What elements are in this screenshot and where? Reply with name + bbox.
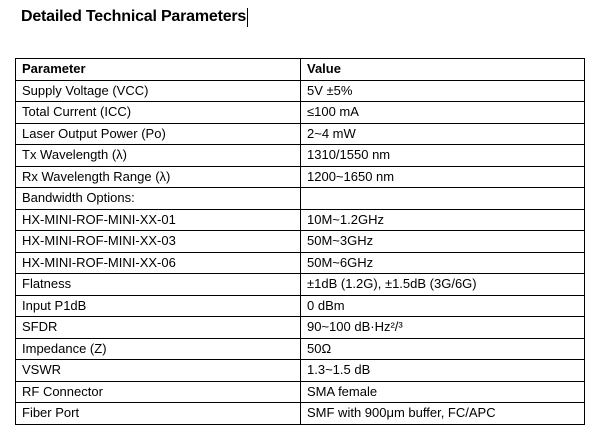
parameter-cell: Supply Voltage (VCC) — [15, 79, 301, 102]
value-cell: 10M~1.2GHz — [300, 208, 585, 231]
table-row: Flatness ±1dB (1.2G), ±1.5dB (3G/6G) — [15, 273, 585, 296]
parameter-cell: HX-MINI-ROF-MINI-XX-06 — [15, 251, 301, 274]
table-row: HX-MINI-ROF-MINI-XX-01 10M~1.2GHz — [15, 208, 585, 231]
parameter-cell: SFDR — [15, 316, 301, 339]
value-cell: 50Ω — [300, 337, 585, 360]
parameter-cell: Tx Wavelength (λ) — [15, 144, 301, 167]
value-cell: ≤100 mA — [300, 101, 585, 124]
table-header-row: Parameter Value — [15, 58, 585, 81]
parameter-cell: HX-MINI-ROF-MINI-XX-01 — [15, 208, 301, 231]
table-row: RF Connector SMA female — [15, 380, 585, 403]
document-heading: Detailed Technical Parameters — [21, 8, 247, 25]
table-row: Rx Wavelength Range (λ) 1200~1650 nm — [15, 165, 585, 188]
value-cell: 1200~1650 nm — [300, 165, 585, 188]
table-row: Input P1dB 0 dBm — [15, 294, 585, 317]
parameter-cell: Impedance (Z) — [15, 337, 301, 360]
parameter-cell: Input P1dB — [15, 294, 301, 317]
table-row: Impedance (Z) 50Ω — [15, 337, 585, 360]
value-cell: SMF with 900μm buffer, FC/APC — [300, 402, 585, 425]
parameter-cell: Total Current (ICC) — [15, 101, 301, 124]
parameter-cell: HX-MINI-ROF-MINI-XX-03 — [15, 230, 301, 253]
table-row: Bandwidth Options: — [15, 187, 585, 210]
parameter-cell: Rx Wavelength Range (λ) — [15, 165, 301, 188]
parameter-cell: RF Connector — [15, 380, 301, 403]
document-heading-line: Detailed Technical Parameters — [21, 4, 249, 30]
value-cell: SMA female — [300, 380, 585, 403]
parameter-cell: Laser Output Power (Po) — [15, 122, 301, 145]
table-row: Fiber Port SMF with 900μm buffer, FC/APC — [15, 402, 585, 425]
table-row: HX-MINI-ROF-MINI-XX-06 50M~6GHz — [15, 251, 585, 274]
value-cell: ±1dB (1.2G), ±1.5dB (3G/6G) — [300, 273, 585, 296]
parameter-cell: Fiber Port — [15, 402, 301, 425]
table-row: Tx Wavelength (λ) 1310/1550 nm — [15, 144, 585, 167]
parameter-cell: Flatness — [15, 273, 301, 296]
table-row: Supply Voltage (VCC) 5V ±5% — [15, 79, 585, 102]
value-cell: 0 dBm — [300, 294, 585, 317]
parameter-cell: Bandwidth Options: — [15, 187, 301, 210]
table-body: Supply Voltage (VCC) 5V ±5% Total Current … — [15, 79, 585, 425]
table-row: Laser Output Power (Po) 2~4 mW — [15, 122, 585, 145]
table-row: SFDR 90~100 dB·Hz²/³ — [15, 316, 585, 339]
table-row: HX-MINI-ROF-MINI-XX-03 50M~3GHz — [15, 230, 585, 253]
table-row: VSWR 1.3~1.5 dB — [15, 359, 585, 382]
value-cell: 1310/1550 nm — [300, 144, 585, 167]
text-cursor — [247, 7, 249, 27]
value-cell: 50M~3GHz — [300, 230, 585, 253]
parameter-cell: VSWR — [15, 359, 301, 382]
technical-parameters-table: Parameter Value Supply Voltage (VCC) 5V ±… — [15, 58, 585, 425]
column-header-value: Value — [300, 58, 585, 81]
table-row: Total Current (ICC) ≤100 mA — [15, 101, 585, 124]
value-cell: 50M~6GHz — [300, 251, 585, 274]
value-cell — [300, 187, 585, 210]
value-cell: 1.3~1.5 dB — [300, 359, 585, 382]
value-cell: 90~100 dB·Hz²/³ — [300, 316, 585, 339]
value-cell: 5V ±5% — [300, 79, 585, 102]
value-cell: 2~4 mW — [300, 122, 585, 145]
column-header-parameter: Parameter — [15, 58, 301, 81]
